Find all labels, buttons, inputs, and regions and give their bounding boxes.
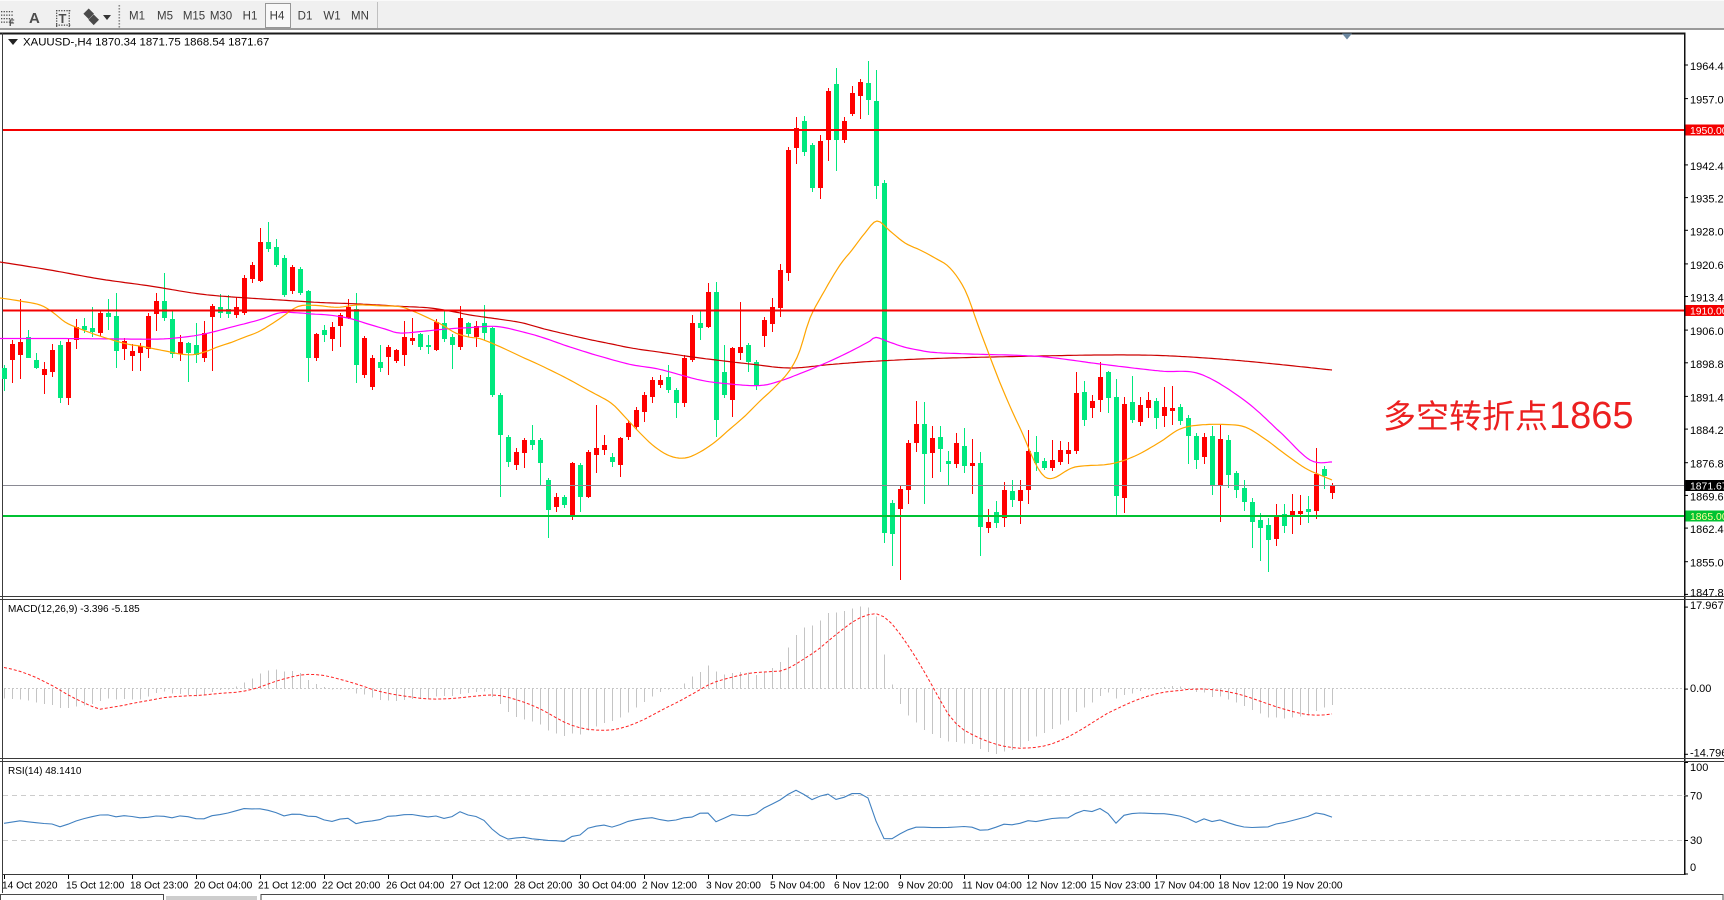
svg-text:1862.40: 1862.40 [1690, 524, 1724, 536]
svg-text:M30: M30 [210, 11, 232, 23]
svg-text:22 Oct 20:00: 22 Oct 20:00 [322, 880, 381, 891]
svg-text:1865: 1865 [1549, 395, 1634, 437]
svg-text:H1: H1 [243, 11, 258, 23]
svg-text:M15: M15 [183, 11, 205, 23]
svg-text:1913.40: 1913.40 [1690, 293, 1724, 305]
svg-text:T: T [59, 11, 67, 26]
svg-text:1876.80: 1876.80 [1690, 459, 1724, 471]
svg-text:15 Oct 12:00: 15 Oct 12:00 [66, 880, 125, 891]
svg-text:RSI(14) 48.1410: RSI(14) 48.1410 [8, 766, 82, 777]
svg-text:1950.00: 1950.00 [1690, 126, 1724, 137]
svg-text:1871.67: 1871.67 [1690, 481, 1724, 492]
svg-text:100: 100 [1690, 762, 1708, 774]
svg-text:H4: H4 [270, 11, 285, 23]
svg-text:1898.80: 1898.80 [1690, 359, 1724, 371]
svg-text:17 Nov 04:00: 17 Nov 04:00 [1154, 880, 1215, 891]
svg-text:0.00: 0.00 [1690, 683, 1711, 695]
svg-text:30 Oct 04:00: 30 Oct 04:00 [578, 880, 637, 891]
svg-text:70: 70 [1690, 790, 1702, 802]
svg-text:1910.00: 1910.00 [1690, 306, 1724, 317]
svg-text:1964.40: 1964.40 [1690, 61, 1724, 73]
svg-text:27 Oct 12:00: 27 Oct 12:00 [450, 880, 509, 891]
svg-text:17.967: 17.967 [1690, 600, 1724, 612]
svg-text:1920.60: 1920.60 [1690, 260, 1724, 272]
svg-text:XAUUSD-,H4 1870.34 1871.75 18: XAUUSD-,H4 1870.34 1871.75 1868.54 1871.… [23, 36, 269, 48]
svg-text:18 Nov 12:00: 18 Nov 12:00 [1218, 880, 1279, 891]
svg-text:9 Nov 20:00: 9 Nov 20:00 [898, 880, 953, 891]
svg-text:21 Oct 12:00: 21 Oct 12:00 [258, 880, 317, 891]
svg-text:1869.60: 1869.60 [1690, 491, 1724, 503]
svg-text:D1: D1 [298, 11, 313, 23]
svg-text:F: F [9, 18, 15, 28]
svg-text:MACD(12,26,9) -3.396 -5.185: MACD(12,26,9) -3.396 -5.185 [8, 604, 140, 615]
svg-text:1847.80: 1847.80 [1690, 588, 1724, 600]
svg-text:14 Oct 2020: 14 Oct 2020 [2, 880, 58, 891]
svg-text:0: 0 [1690, 862, 1696, 874]
svg-text:6 Nov 12:00: 6 Nov 12:00 [834, 880, 889, 891]
svg-text:M5: M5 [157, 11, 173, 23]
svg-text:5 Nov 04:00: 5 Nov 04:00 [770, 880, 825, 891]
svg-text:A: A [29, 10, 40, 27]
svg-text:1884.20: 1884.20 [1690, 425, 1724, 437]
svg-text:1855.00: 1855.00 [1690, 558, 1724, 570]
svg-text:30: 30 [1690, 835, 1702, 847]
svg-text:15 Nov 23:00: 15 Nov 23:00 [1090, 880, 1151, 891]
svg-text:1865.00: 1865.00 [1690, 512, 1724, 523]
svg-text:20 Oct 04:00: 20 Oct 04:00 [194, 880, 253, 891]
svg-text:1942.40: 1942.40 [1690, 161, 1724, 173]
svg-text:11 Nov 04:00: 11 Nov 04:00 [962, 880, 1022, 891]
svg-text:1928.00: 1928.00 [1690, 226, 1724, 238]
svg-text:1891.40: 1891.40 [1690, 392, 1724, 404]
svg-text:1906.00: 1906.00 [1690, 326, 1724, 338]
svg-text:W1: W1 [323, 11, 340, 23]
svg-text:-14.796: -14.796 [1690, 748, 1724, 760]
svg-text:1935.20: 1935.20 [1690, 194, 1724, 206]
svg-text:19 Nov 20:00: 19 Nov 20:00 [1282, 880, 1343, 891]
svg-text:M1: M1 [129, 11, 145, 23]
svg-text:12 Nov 12:00: 12 Nov 12:00 [1026, 880, 1087, 891]
svg-text:28 Oct 20:00: 28 Oct 20:00 [514, 880, 573, 891]
svg-text:18 Oct 23:00: 18 Oct 23:00 [130, 880, 189, 891]
svg-text:3 Nov 20:00: 3 Nov 20:00 [706, 880, 761, 891]
svg-text:1957.00: 1957.00 [1690, 95, 1724, 107]
svg-text:2 Nov 12:00: 2 Nov 12:00 [642, 880, 697, 891]
svg-text:MN: MN [351, 11, 369, 23]
svg-text:26 Oct 04:00: 26 Oct 04:00 [386, 880, 445, 891]
